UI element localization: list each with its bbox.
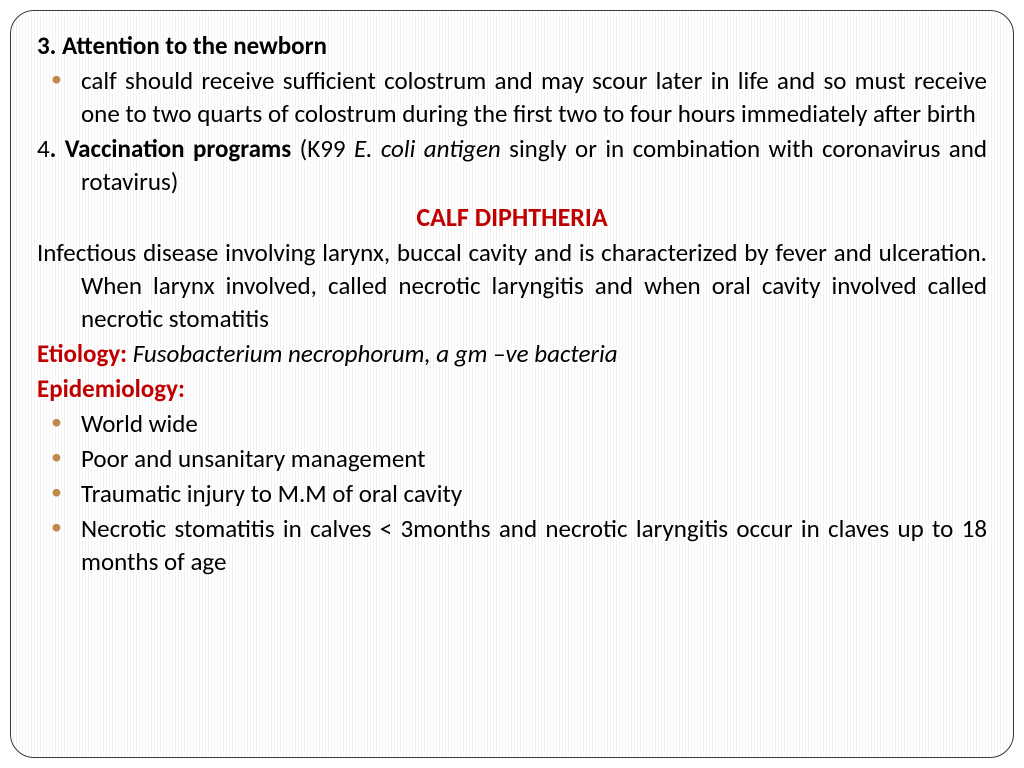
slide-frame: 3. Attention to the newborn calf should … <box>10 10 1014 758</box>
section-3-heading: 3. Attention to the newborn <box>37 29 987 62</box>
slide-content: 3. Attention to the newborn calf should … <box>37 29 987 578</box>
etiology-line: Etiology: Fusobacterium necrophorum, a g… <box>37 337 987 370</box>
point4-bold: . Vaccination programs <box>50 133 300 164</box>
epidemiology-heading: Epidemiology: <box>37 372 987 405</box>
etiology-label: Etiology: <box>37 338 133 369</box>
point4-paren: (K99 <box>300 133 354 164</box>
point4-number: 4 <box>37 133 50 164</box>
etiology-text: Fusobacterium necrophorum, a gm –ve bact… <box>133 338 618 369</box>
section-3-list: calf should receive sufficient colostrum… <box>37 64 987 130</box>
list-item: Poor and unsanitary management <box>37 442 987 475</box>
list-item: Necrotic stomatitis in calves < 3months … <box>37 512 987 578</box>
disease-title: CALF DIPHTHERIA <box>37 200 987 234</box>
epidemiology-list: World wide Poor and unsanitary managemen… <box>37 407 987 578</box>
epidemiology-label: Epidemiology: <box>37 373 185 404</box>
list-item: calf should receive sufficient colostrum… <box>37 64 987 130</box>
intro-paragraph: Infectious disease involving larynx, buc… <box>37 236 987 335</box>
section-4-line: 4. Vaccination programs (K99 E. coli ant… <box>37 132 987 198</box>
point4-italic: E. coli antigen <box>354 133 501 164</box>
list-item: World wide <box>37 407 987 440</box>
list-item: Traumatic injury to M.M of oral cavity <box>37 477 987 510</box>
